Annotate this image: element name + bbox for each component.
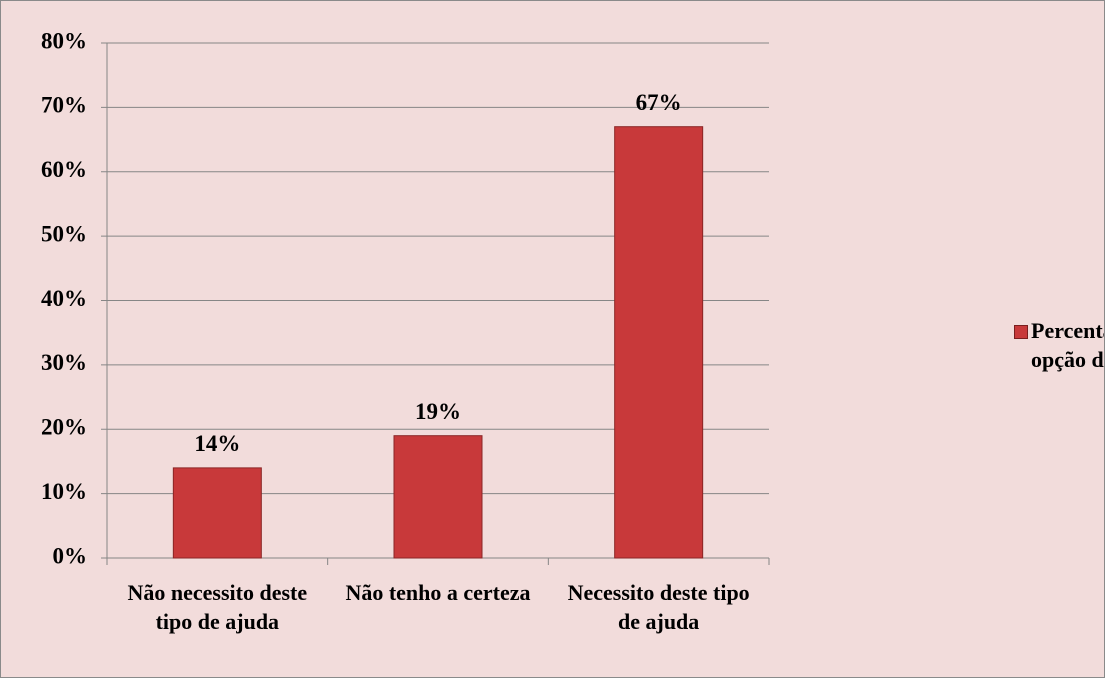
y-tick-label: 50% — [41, 221, 87, 246]
data-label: 14% — [194, 431, 240, 456]
x-tick-label: Não tenho a certeza — [345, 580, 531, 605]
y-tick-label: 30% — [41, 350, 87, 375]
bar — [614, 126, 704, 559]
data-label: 67% — [636, 90, 682, 115]
y-tick-label: 60% — [41, 157, 87, 182]
data-label: 19% — [415, 399, 461, 424]
x-tick-label: Necessito deste tipo de ajuda — [567, 580, 750, 634]
y-tick-label: 10% — [41, 479, 87, 504]
bar — [172, 467, 262, 559]
bar — [393, 435, 483, 559]
y-tick-label: 40% — [41, 286, 87, 311]
legend-swatch — [1014, 325, 1028, 339]
legend-label: Percentagem de cada opção de resposta — [1031, 318, 1104, 372]
x-tick-label: Não necessito deste tipo de ajuda — [127, 580, 308, 634]
y-tick-label: 80% — [41, 28, 87, 53]
y-tick-label: 0% — [53, 543, 88, 568]
y-tick-label: 20% — [41, 415, 87, 440]
y-tick-label: 70% — [41, 93, 87, 118]
